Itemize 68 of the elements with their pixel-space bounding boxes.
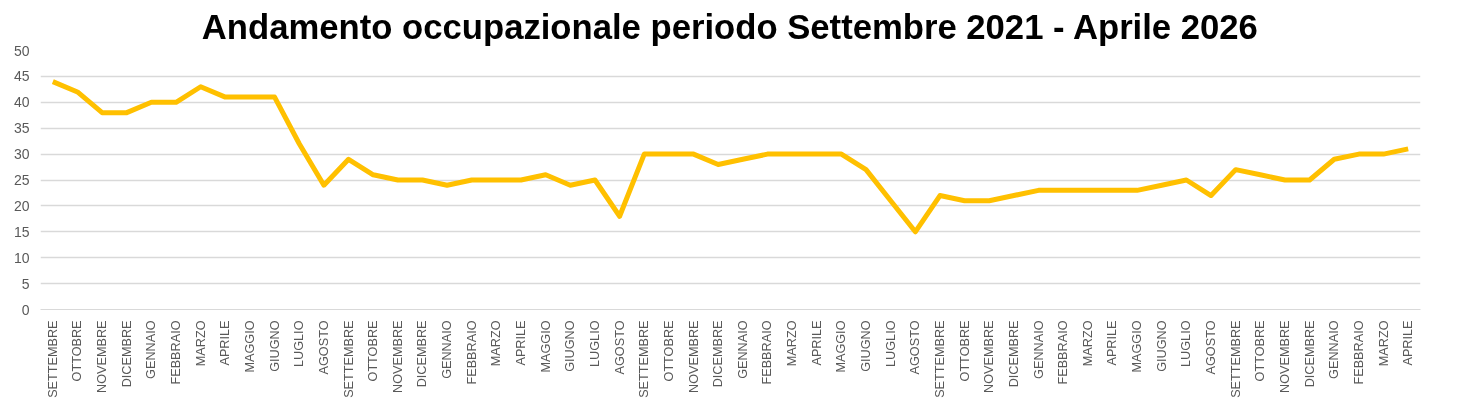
x-tick-label: AGOSTO (316, 320, 331, 375)
x-tick-label: FEBBRAIO (169, 320, 184, 385)
x-tick-label: APRILE (514, 320, 529, 366)
y-tick-label: 0 (21, 301, 30, 318)
y-tick-label: 25 (13, 172, 30, 188)
y-tick-label: 5 (21, 275, 30, 292)
x-tick-label: DICEMBRE (1302, 320, 1317, 388)
x-tick-label: NOVEMBRE (982, 320, 997, 393)
x-tick-label: MAGGIO (834, 320, 849, 373)
x-tick-label: MAGGIO (242, 320, 257, 373)
x-tick-label: MARZO (1080, 320, 1095, 367)
x-tick-label: OTTOBRE (661, 320, 676, 382)
x-tick-label: AGOSTO (908, 320, 923, 375)
y-tick-label: 10 (13, 249, 30, 266)
x-tick-label: AGOSTO (612, 320, 627, 375)
y-tick-label: 20 (13, 197, 30, 214)
y-tick-label: 40 (13, 94, 30, 111)
x-tick-label: GENNAIO (1327, 320, 1342, 379)
x-tick-label: NOVEMBRE (390, 320, 405, 393)
x-tick-label: NOVEMBRE (95, 320, 110, 393)
chart-title: Andamento occupazionale periodo Settembre 2021 - Aprile 2026 (201, 7, 1258, 46)
x-tick-label: SETTEMBRE (637, 320, 652, 398)
x-tick-label: NOVEMBRE (1277, 320, 1292, 393)
x-tick-label: MARZO (785, 320, 800, 367)
x-tick-label: FEBBRAIO (760, 320, 775, 385)
x-tick-label: FEBBRAIO (1351, 320, 1366, 385)
x-tick-label: SETTEMBRE (1228, 320, 1243, 398)
x-tick-label: GIUGNO (267, 320, 282, 372)
x-tick-label: LUGLIO (292, 320, 307, 367)
y-tick-label: 45 (13, 68, 30, 85)
x-tick-label: NOVEMBRE (686, 320, 701, 393)
x-tick-label: APRILE (218, 320, 233, 366)
x-tick-label: SETTEMBRE (45, 320, 60, 398)
x-tick-label: LUGLIO (587, 320, 602, 367)
x-tick-label: DICEMBRE (711, 320, 726, 388)
x-tick-label: DICEMBRE (119, 320, 134, 388)
x-tick-label: APRILE (1401, 320, 1416, 366)
x-tick-label: MARZO (193, 320, 208, 367)
x-tick-label: DICEMBRE (1006, 320, 1021, 388)
x-tick-label: OTTOBRE (70, 320, 85, 382)
x-tick-label: LUGLIO (1179, 320, 1194, 367)
x-tick-label: OTTOBRE (957, 320, 972, 382)
x-tick-label: LUGLIO (883, 320, 898, 367)
x-tick-label: FEBBRAIO (1056, 320, 1071, 385)
x-tick-label: APRILE (809, 320, 824, 366)
y-tick-label: 35 (13, 120, 30, 137)
x-tick-label: GENNAIO (735, 320, 750, 379)
x-tick-label: OTTOBRE (1253, 320, 1268, 382)
x-tick-label: MARZO (489, 320, 504, 367)
x-tick-label: SETTEMBRE (341, 320, 356, 398)
y-tick-label: 30 (13, 146, 30, 163)
x-tick-label: GENNAIO (440, 320, 455, 379)
x-tick-label: APRILE (1105, 320, 1120, 366)
x-tick-label: OTTOBRE (366, 320, 381, 382)
x-tick-label: GIUGNO (563, 320, 578, 372)
x-tick-label: GIUGNO (1154, 320, 1169, 372)
x-tick-label: GIUGNO (859, 320, 874, 372)
x-tick-label: SETTEMBRE (932, 320, 947, 398)
y-tick-label: 15 (13, 223, 30, 240)
x-tick-label: GENNAIO (1031, 320, 1046, 379)
x-tick-label: GENNAIO (144, 320, 159, 379)
x-tick-label: MARZO (1376, 320, 1391, 367)
x-tick-label: DICEMBRE (415, 320, 430, 388)
y-tick-label: 50 (13, 42, 30, 59)
x-tick-label: AGOSTO (1204, 320, 1219, 375)
x-tick-label: MAGGIO (538, 320, 553, 373)
x-tick-label: MAGGIO (1130, 320, 1145, 373)
x-tick-label: FEBBRAIO (464, 320, 479, 385)
